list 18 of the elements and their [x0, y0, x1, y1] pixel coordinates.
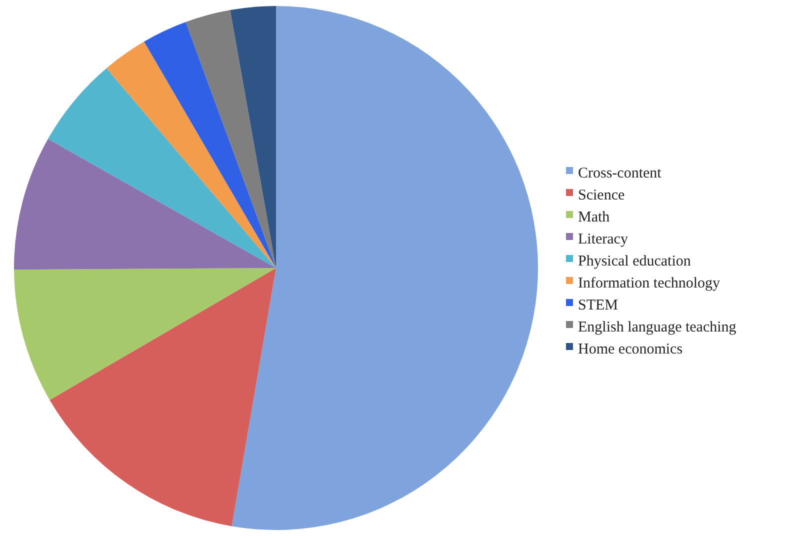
legend-label: English language teaching	[578, 319, 737, 336]
pie-slice	[232, 6, 538, 530]
pie-slice	[14, 268, 276, 400]
pie-slice	[230, 6, 276, 268]
legend-label: Physical education	[578, 253, 692, 270]
pie-slice	[48, 68, 276, 268]
pie-slice	[186, 10, 276, 268]
legend-label: Information technology	[578, 275, 721, 292]
legend-label: Math	[578, 209, 610, 226]
pie-slice	[144, 22, 276, 268]
pie-slice	[14, 138, 276, 270]
legend-label: Science	[578, 187, 625, 204]
legend-label: Cross-content	[578, 165, 662, 182]
legend-label: STEM	[578, 297, 618, 314]
legend-label: Home economics	[578, 341, 683, 358]
pie-slice	[50, 268, 276, 526]
legend-label: Literacy	[578, 231, 628, 248]
pie-slice	[106, 42, 276, 268]
